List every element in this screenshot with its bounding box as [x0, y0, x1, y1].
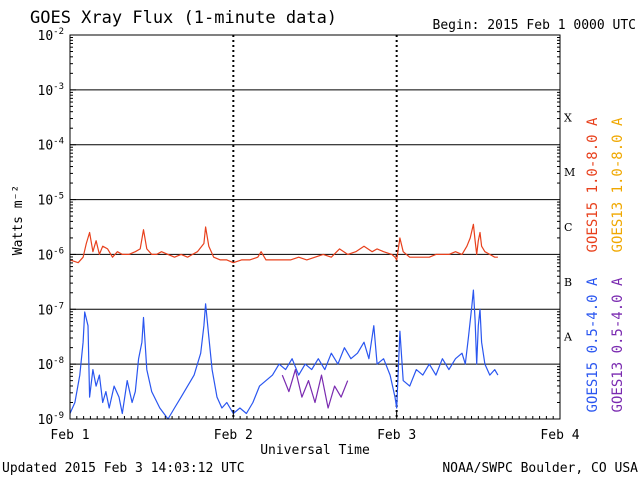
- data-series: [69, 223, 499, 420]
- x-tick-label: Feb 4: [540, 428, 579, 443]
- legend-entry: GOES13 0.5-4.0 A: [610, 277, 626, 412]
- x-tick-label: Feb 1: [50, 428, 89, 443]
- series-line-goes15-1-0-8-0-a: [69, 223, 498, 264]
- legend-entry: GOES15 0.5-4.0 A: [585, 277, 601, 412]
- flare-class-X: X: [564, 111, 572, 124]
- begin-label: Begin: 2015 Feb 1 0000 UTC: [433, 18, 637, 33]
- flare-class-M: M: [564, 166, 575, 179]
- x-axis-label: Universal Time: [260, 443, 370, 458]
- credit-label: NOAA/SWPC Boulder, CO USA: [442, 461, 638, 476]
- flare-class-C: C: [564, 221, 572, 234]
- x-axis-ticks: Feb 1 Feb 2 Feb 3 Feb 4: [50, 411, 580, 443]
- updated-label: Updated 2015 Feb 3 14:03:12 UTC: [2, 461, 245, 476]
- chart-title: GOES Xray Flux (1-minute data): [30, 8, 337, 28]
- x-tick-label: Feb 2: [214, 428, 253, 443]
- flare-class-labels: A B C M X: [563, 111, 575, 343]
- x-tick-label: Feb 3: [377, 428, 416, 443]
- y-axis-label: Watts m⁻²: [11, 185, 26, 255]
- legend-entry: GOES13 1.0-8.0 A: [610, 117, 626, 252]
- legend-entry: GOES15 1.0-8.0 A: [585, 117, 601, 252]
- series-line-goes15-0-5-4-0-a: [69, 289, 499, 420]
- series-line-goes13-0-5-4-0-a: [281, 369, 349, 409]
- flare-class-A: A: [563, 331, 573, 344]
- flare-class-B: B: [564, 276, 572, 289]
- legend: GOES15 1.0-8.0 A GOES13 1.0-8.0 A GOES15 0…: [585, 117, 626, 412]
